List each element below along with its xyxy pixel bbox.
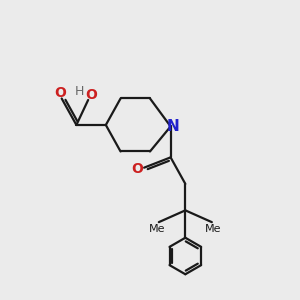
Text: Me: Me <box>149 224 166 235</box>
Text: O: O <box>132 162 144 176</box>
Text: H: H <box>75 85 84 98</box>
Text: N: N <box>167 119 179 134</box>
Text: Me: Me <box>205 224 222 235</box>
Text: O: O <box>54 86 66 100</box>
Text: O: O <box>85 88 97 102</box>
